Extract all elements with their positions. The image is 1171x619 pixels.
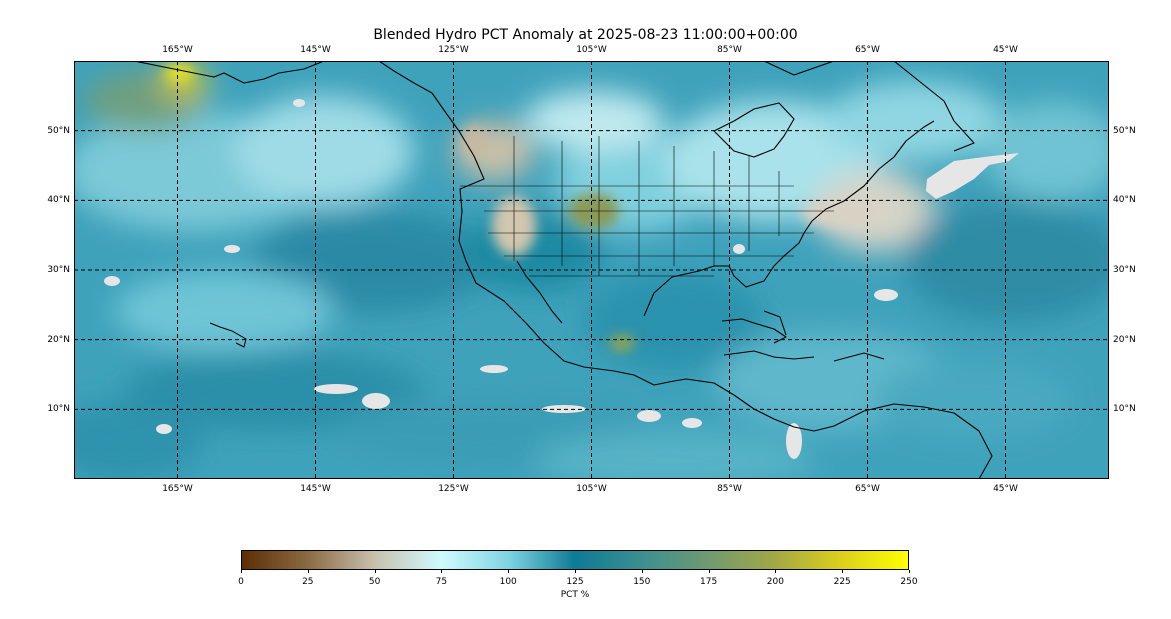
colorbar-tick-label: 0 (238, 577, 244, 587)
lat-tick-label-left: 40°N (47, 195, 70, 206)
colorbar-tick-label: 100 (499, 577, 517, 587)
lat-tick-label-right: 10°N (1113, 404, 1136, 415)
colorbar-gradient (241, 550, 909, 570)
colorbar-tick-mark (441, 570, 442, 573)
lat-tick-label-right: 50°N (1113, 125, 1136, 136)
lat-tick-label-left: 20°N (47, 334, 70, 345)
colorbar-tick-mark (642, 570, 643, 573)
colorbar-tick-mark (241, 570, 242, 573)
lon-tick-label-top: 145°W (300, 45, 331, 55)
lon-tick-label-top: 105°W (576, 45, 607, 55)
lon-tick-label-bottom: 65°W (855, 484, 880, 494)
colorbar-tick-mark (842, 570, 843, 573)
colorbar-tick-label: 50 (368, 577, 381, 587)
lon-tick-label-bottom: 165°W (162, 484, 193, 494)
coastlines (133, 61, 993, 479)
lon-tick-label-bottom: 125°W (438, 484, 469, 494)
lon-tick-label-top: 45°W (993, 45, 1018, 55)
colorbar-tick-label: 175 (700, 577, 718, 587)
colorbar-label: PCT % (560, 590, 590, 600)
lat-tick-label-right: 30°N (1113, 265, 1136, 275)
colorbar-tick-label: 75 (435, 577, 448, 587)
chart-title: Blended Hydro PCT Anomaly at 2025-08-23 … (373, 27, 798, 43)
lon-tick-label-top: 165°W (162, 45, 193, 55)
map-canvas (74, 61, 1109, 479)
state-borders (460, 136, 834, 277)
lon-tick-label-bottom: 45°W (993, 484, 1018, 494)
colorbar-tick-label: 125 (566, 577, 584, 587)
colorbar-tick-mark (575, 570, 576, 573)
missing-data-patches (104, 99, 1019, 459)
lat-tick-label-left: 50°N (47, 125, 70, 136)
lon-tick-label-bottom: 105°W (576, 484, 607, 494)
colorbar-tick-mark (775, 570, 776, 573)
colorbar-tick-label: 150 (633, 577, 651, 587)
colorbar-tick-label: 250 (900, 577, 918, 587)
colorbar (241, 550, 909, 570)
lat-tick-label-right: 40°N (1113, 195, 1136, 206)
lon-tick-label-bottom: 145°W (300, 484, 331, 494)
colorbar-tick-label: 25 (302, 577, 314, 587)
lat-tick-label-left: 30°N (47, 265, 70, 275)
lon-tick-label-bottom: 85°W (717, 484, 742, 494)
islands (209, 322, 885, 362)
lon-tick-label-top: 125°W (438, 45, 469, 55)
anomaly-field-texture (74, 63, 1109, 479)
colorbar-tick-mark (709, 570, 710, 573)
colorbar-tick-label: 225 (833, 577, 851, 587)
colorbar-tick-mark (909, 570, 910, 573)
map-panel (74, 61, 1109, 479)
colorbar-tick-label: 200 (766, 577, 784, 587)
lon-tick-label-top: 65°W (855, 45, 880, 55)
colorbar-tick-mark (375, 570, 376, 573)
colorbar-tick-mark (508, 570, 509, 573)
lat-tick-label-right: 20°N (1113, 334, 1136, 345)
lat-tick-label-left: 10°N (47, 404, 70, 415)
lon-tick-label-top: 85°W (717, 45, 742, 55)
colorbar-tick-mark (308, 570, 309, 573)
